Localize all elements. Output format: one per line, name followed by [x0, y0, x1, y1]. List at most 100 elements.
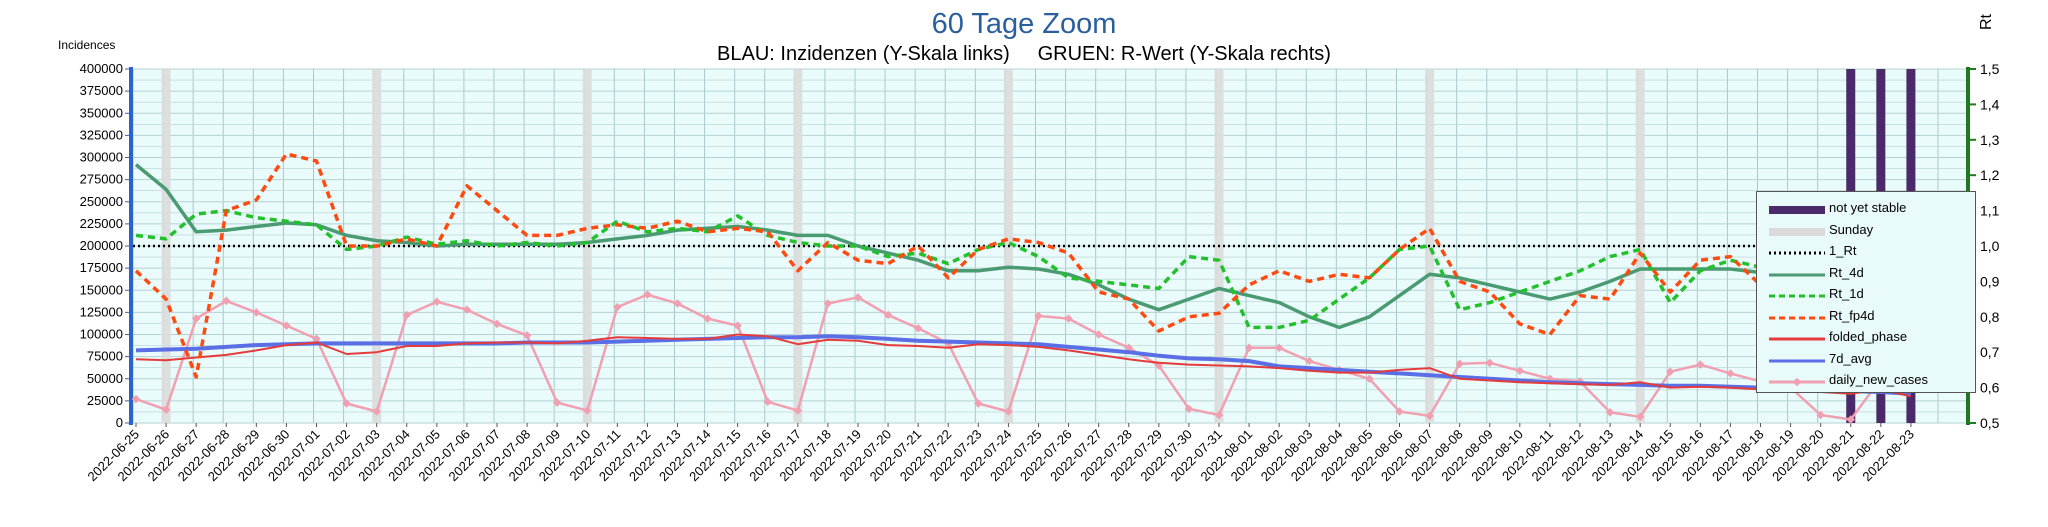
legend-label: Rt_1d — [1829, 286, 1864, 301]
sunday-bar — [582, 69, 592, 423]
data-point-daily-new-cases — [161, 405, 171, 414]
y-tick-label-left: 225000 — [80, 216, 123, 231]
legend-item: Rt_1d — [1765, 286, 1970, 304]
data-point-daily-new-cases — [703, 314, 712, 323]
legend-item: Rt_fp4d — [1765, 308, 1970, 326]
data-point-daily-new-cases — [733, 321, 742, 330]
legend-item: daily_new_cases — [1765, 372, 1970, 390]
legend-swatch — [1769, 273, 1825, 276]
series-line-Rt-fp4d — [134, 152, 1913, 379]
legend-label: folded_phase — [1829, 329, 1908, 344]
legend-item: folded_phase — [1765, 329, 1970, 347]
y-tick-label-left: 150000 — [80, 282, 123, 297]
data-point-daily-new-cases — [1425, 411, 1434, 421]
data-point-daily-new-cases — [1274, 343, 1284, 353]
chart-title: 60 Tage Zoom — [931, 8, 1117, 40]
data-point-daily-new-cases — [763, 397, 772, 407]
legend-label: Sunday — [1829, 221, 1874, 237]
series-line-folded-phase — [135, 333, 1912, 398]
data-point-daily-new-cases — [1696, 360, 1705, 369]
data-point-daily-new-cases — [1034, 311, 1043, 321]
legend-swatch — [1769, 294, 1825, 298]
data-point-daily-new-cases — [1124, 343, 1133, 353]
y-tick-label-left: 375000 — [80, 83, 123, 98]
data-point-daily-new-cases — [793, 406, 803, 415]
data-point-daily-new-cases — [131, 394, 141, 404]
y-tick-label-left: 325000 — [80, 127, 123, 142]
y-axis-left-label: Incidences — [58, 38, 116, 52]
data-point-daily-new-cases — [583, 406, 592, 415]
data-point-daily-new-cases — [1515, 366, 1525, 376]
legend-swatch — [1769, 206, 1825, 214]
y-tick-label-right: 1,4 — [1980, 96, 2000, 112]
data-point-daily-new-cases — [552, 398, 562, 407]
y-tick-label-left: 25000 — [87, 393, 123, 408]
y-tick-label-left: 250000 — [80, 194, 123, 209]
data-point-daily-new-cases — [191, 314, 201, 323]
data-point-daily-new-cases — [1004, 407, 1013, 416]
y-tick-label-left: 350000 — [80, 105, 123, 120]
legend-item: Sunday — [1765, 222, 1970, 240]
chart-legend: not yet stable Sunday 1_Rt Rt_4d Rt_1d Rt_fp4… — [1756, 191, 1976, 393]
data-point-daily-new-cases — [432, 297, 442, 306]
legend-item: Rt_4d — [1765, 265, 1970, 283]
data-point-daily-new-cases — [1064, 314, 1073, 323]
legend-swatch — [1769, 251, 1825, 255]
y-tick-label-right: 0,9 — [1980, 273, 2000, 289]
data-point-daily-new-cases — [1605, 408, 1615, 417]
data-point-daily-new-cases — [492, 319, 502, 329]
data-point-daily-new-cases — [883, 310, 893, 320]
data-point-daily-new-cases — [974, 399, 983, 408]
y-tick-label-right: 0,5 — [1980, 415, 2000, 431]
sunday-bar — [1635, 69, 1645, 423]
data-point-daily-new-cases — [1305, 356, 1314, 366]
data-point-daily-new-cases — [643, 290, 652, 299]
y-tick-label-left: 0 — [116, 415, 123, 430]
data-point-daily-new-cases — [1816, 410, 1825, 420]
y-tick-label-left: 125000 — [80, 304, 123, 319]
data-point-daily-new-cases — [402, 310, 411, 320]
legend-swatch — [1769, 337, 1825, 341]
legend-item: 1_Rt — [1765, 243, 1970, 261]
data-point-daily-new-cases — [1846, 415, 1855, 424]
data-point-daily-new-cases — [823, 299, 833, 308]
y-tick-label-left: 300000 — [80, 150, 123, 165]
legend-item: not yet stable — [1765, 200, 1970, 218]
sunday-bar — [161, 69, 171, 423]
legend-label: not yet stable — [1829, 200, 1907, 215]
y-tick-label-right: 1,2 — [1980, 167, 2000, 183]
data-point-daily-new-cases — [913, 324, 923, 333]
legend-label: 1_Rt — [1829, 243, 1857, 258]
data-point-daily-new-cases — [222, 296, 231, 306]
y-tick-label-right: 0,6 — [1980, 380, 2000, 396]
y-tick-label-right: 1,3 — [1980, 132, 2000, 148]
data-point-daily-new-cases — [1635, 412, 1645, 422]
legend-swatch — [1769, 227, 1825, 236]
data-point-daily-new-cases — [1365, 374, 1374, 383]
data-point-daily-new-cases — [462, 305, 472, 314]
data-point-daily-new-cases — [1395, 407, 1404, 416]
series-line-daily-new-cases — [135, 293, 1912, 421]
data-point-daily-new-cases — [282, 321, 291, 330]
legend-label: daily_new_cases — [1829, 372, 1929, 387]
data-point-daily-new-cases — [1666, 367, 1675, 376]
data-point-daily-new-cases — [1094, 330, 1103, 339]
y-tick-label-left: 275000 — [80, 172, 123, 187]
y-tick-label-right: 0,7 — [1980, 344, 2000, 360]
data-point-daily-new-cases — [853, 293, 863, 302]
y-tick-label-left: 400000 — [80, 61, 123, 76]
legend-swatch — [1769, 316, 1825, 319]
data-point-daily-new-cases — [1455, 359, 1464, 368]
data-point-daily-new-cases — [342, 399, 351, 408]
y-tick-label-left: 75000 — [87, 349, 123, 364]
legend-item: 7d_avg — [1765, 351, 1970, 369]
data-point-daily-new-cases — [522, 331, 532, 340]
data-point-daily-new-cases — [1726, 369, 1735, 378]
legend-swatch — [1769, 377, 1825, 387]
data-point-daily-new-cases — [1184, 404, 1194, 414]
y-tick-label-left: 175000 — [80, 260, 123, 275]
y-tick-label-left: 200000 — [80, 238, 123, 253]
legend-label: Rt_fp4d — [1829, 307, 1875, 323]
y-tick-label-right: 1,5 — [1980, 61, 2000, 77]
data-point-daily-new-cases — [613, 302, 622, 312]
